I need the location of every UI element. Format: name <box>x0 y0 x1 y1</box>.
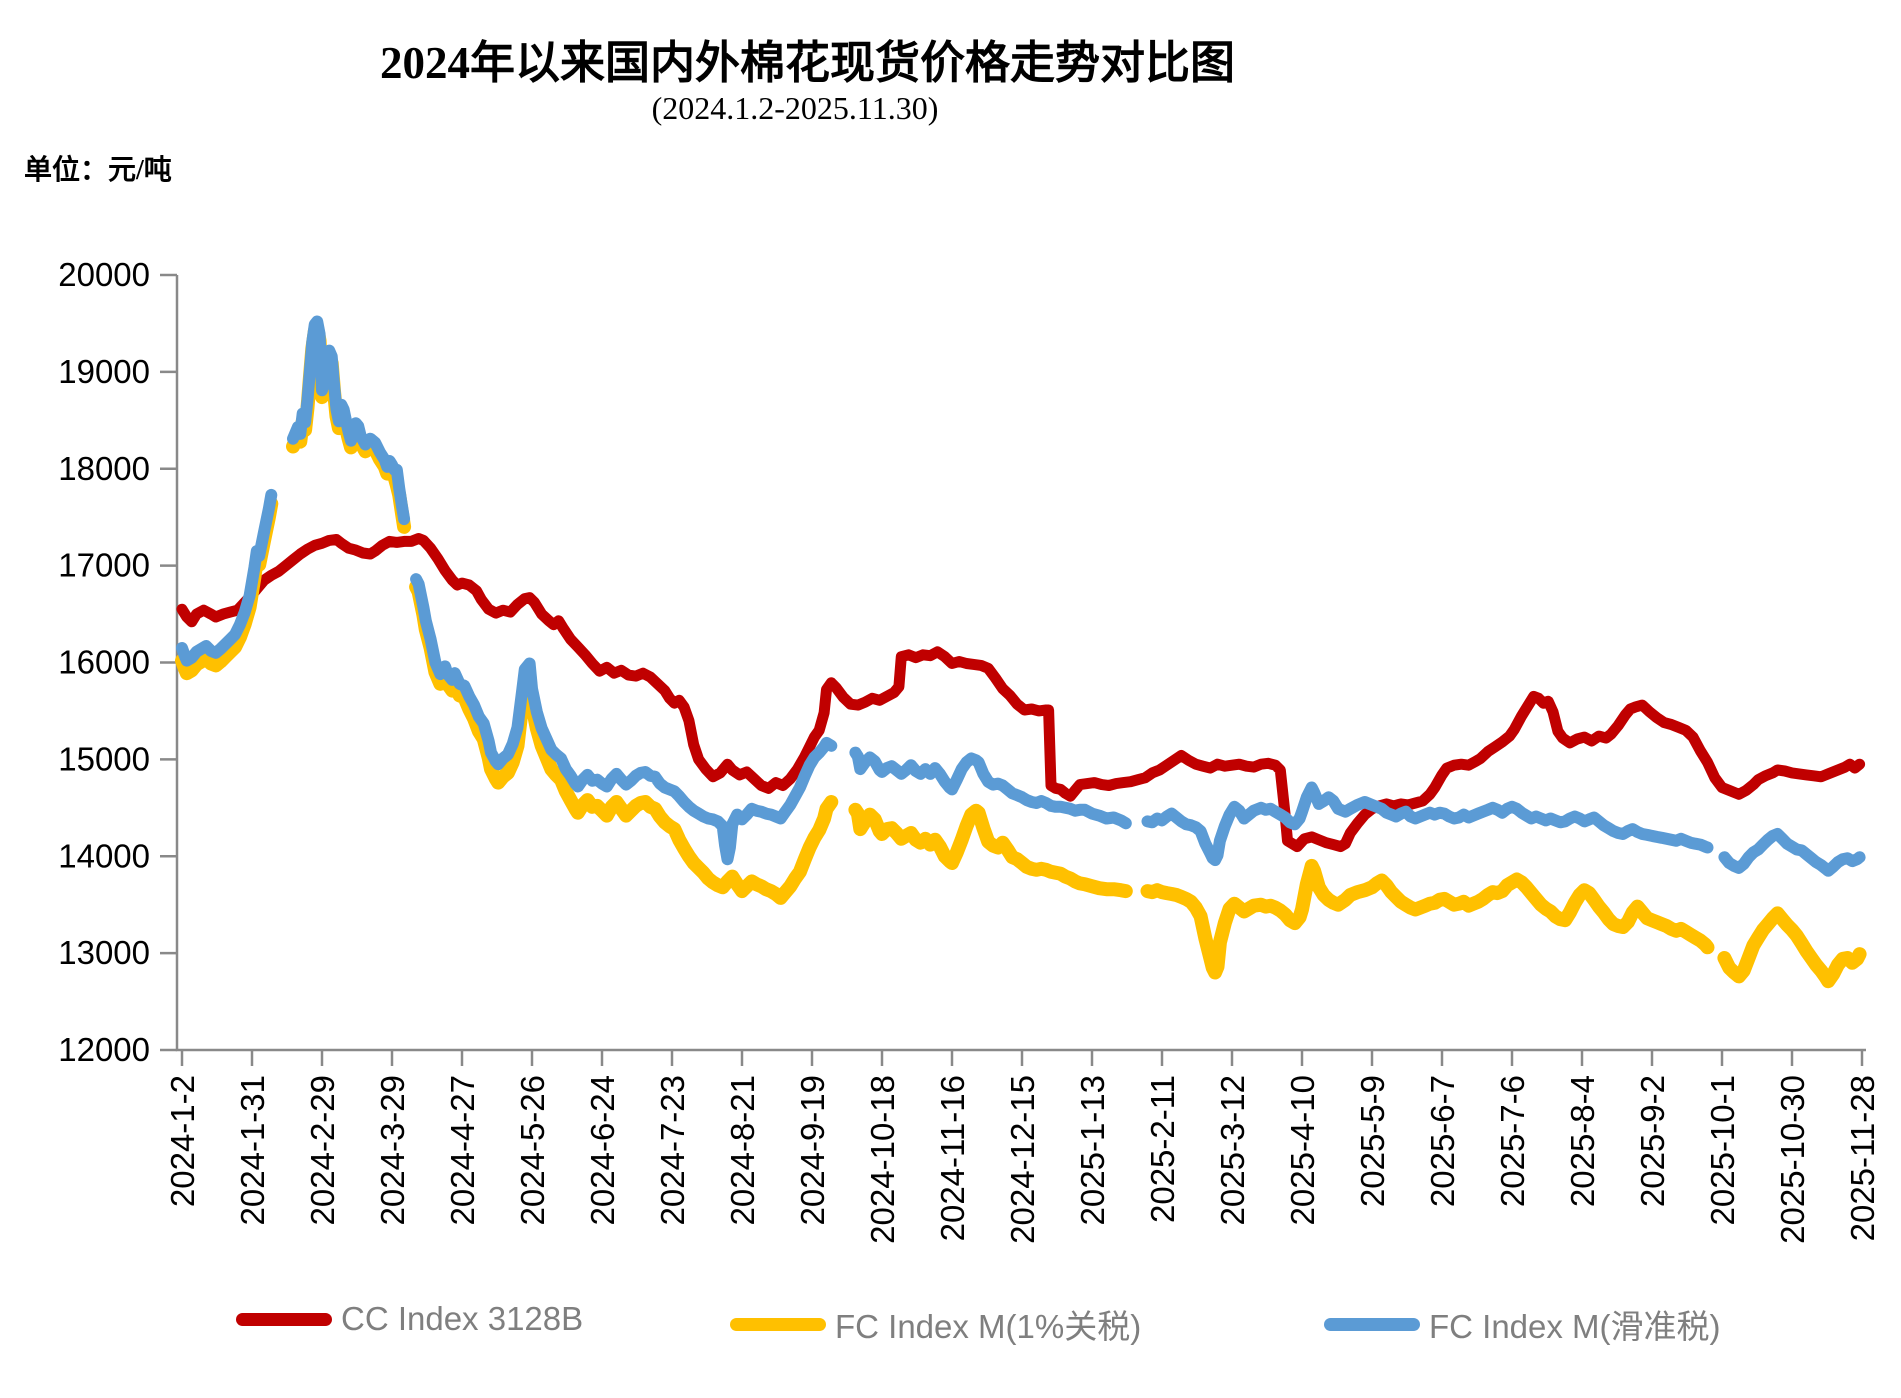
x-axis-label: 2025-1-13 <box>1074 1075 1111 1225</box>
x-axis-label: 2025-7-6 <box>1494 1075 1531 1207</box>
y-axis-label: 13000 <box>58 934 150 971</box>
series-line-fc-index-m-sliding <box>849 746 1132 830</box>
x-axis-label: 2024-5-26 <box>514 1075 551 1225</box>
x-axis-label: 2024-7-23 <box>654 1075 691 1225</box>
x-axis-label: 2025-11-28 <box>1844 1075 1881 1241</box>
x-axis-label: 2025-2-11 <box>1144 1075 1181 1223</box>
x-axis-label: 2024-8-21 <box>724 1075 761 1225</box>
series-line-fc-index-m-1pct <box>409 579 839 905</box>
series-line-fc-index-m-1pct <box>848 802 1133 899</box>
x-axis-label: 2024-9-19 <box>794 1075 831 1225</box>
x-axis-label: 2024-4-27 <box>444 1075 481 1225</box>
x-axis-label: 2025-3-12 <box>1214 1075 1251 1225</box>
series-line-fc-index-m-sliding <box>1718 828 1866 877</box>
series-line-fc-index-m-sliding <box>176 488 278 667</box>
series-line-fc-index-m-1pct <box>1140 858 1715 980</box>
legend-label: FC Index M(滑准税) <box>1429 1308 1721 1345</box>
legend-item-cc-index-3128b: CC Index 3128B <box>236 1300 583 1338</box>
series-line-cc-index-3128b <box>176 533 1866 853</box>
series-line-fc-index-m-1pct <box>1717 906 1867 989</box>
x-axis-label: 2025-6-7 <box>1424 1075 1461 1207</box>
chart-title: 2024年以来国内外棉花现货价格走势对比图 <box>379 38 1235 88</box>
legend-label: CC Index 3128B <box>341 1300 584 1337</box>
legend-item-fc-index-m-1pct: FC Index M(1%关税) <box>730 1300 1141 1348</box>
legend-item-fc-index-m-sliding: FC Index M(滑准税) <box>1324 1300 1721 1348</box>
x-axis-label: 2025-10-30 <box>1774 1075 1811 1244</box>
x-axis-label: 2025-8-4 <box>1564 1075 1601 1207</box>
y-axis-label: 15000 <box>58 740 150 777</box>
legend-swatch-red-line <box>236 1312 332 1326</box>
y-axis-label: 12000 <box>58 1031 150 1068</box>
y-axis-label: 19000 <box>58 353 150 390</box>
x-axis-label: 2024-1-2 <box>164 1075 201 1207</box>
y-axis-label: 16000 <box>58 644 150 681</box>
x-axis-label: 2024-2-29 <box>304 1075 341 1225</box>
y-axis-label: 17000 <box>58 547 150 584</box>
series-line-fc-index-m-sliding <box>1141 781 1714 867</box>
y-axis-label: 18000 <box>58 450 150 487</box>
x-axis-label: 2024-3-29 <box>374 1075 411 1225</box>
x-axis-label: 2025-10-1 <box>1704 1075 1741 1225</box>
legend-swatch-yellow-line <box>730 1317 826 1331</box>
x-axis-label: 2025-5-9 <box>1354 1075 1391 1207</box>
x-axis-label: 2024-11-16 <box>934 1075 971 1241</box>
x-axis-label: 2024-6-24 <box>584 1075 621 1225</box>
legend-swatch-blue-line <box>1324 1317 1420 1331</box>
y-axis-label: 14000 <box>58 837 150 874</box>
y-axis-unit-label: 单位：元/吨 <box>24 155 172 186</box>
y-axis-label: 20000 <box>58 256 150 293</box>
x-axis-label: 2024-12-15 <box>1004 1075 1041 1244</box>
x-axis-label: 2025-9-2 <box>1634 1075 1671 1207</box>
x-axis-label: 2024-1-31 <box>234 1075 271 1225</box>
chart-subtitle: (2024.1.2-2025.11.30) <box>651 90 939 126</box>
series-line-fc-index-m-sliding <box>410 573 838 866</box>
legend-label: FC Index M(1%关税) <box>835 1308 1142 1345</box>
x-axis-label: 2024-10-18 <box>864 1075 901 1244</box>
series-line-fc-index-m-sliding <box>287 315 411 526</box>
x-axis-label: 2025-4-10 <box>1284 1075 1321 1225</box>
